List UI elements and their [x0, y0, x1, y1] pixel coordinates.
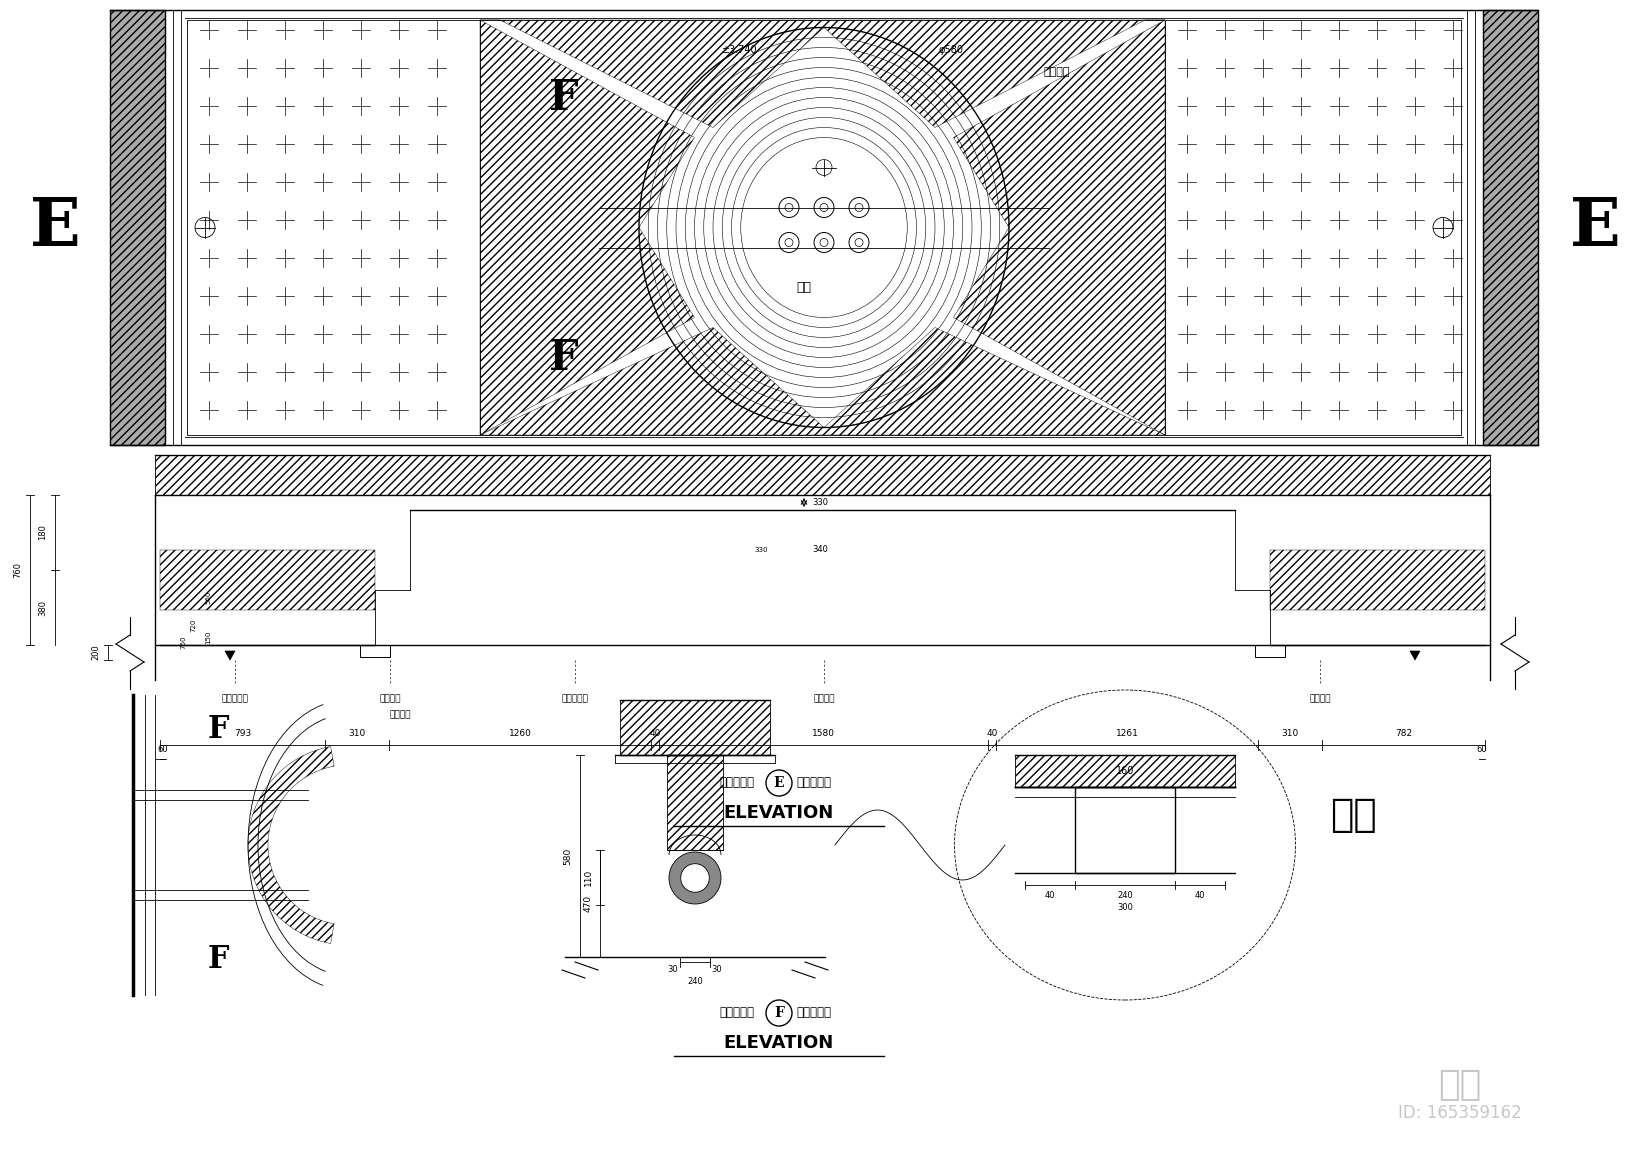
Text: F: F: [549, 337, 578, 379]
Circle shape: [1434, 218, 1454, 238]
Text: 1261: 1261: [1116, 729, 1139, 737]
Text: 150: 150: [204, 630, 211, 644]
Bar: [620, 700, 770, 755]
Text: E: E: [773, 776, 784, 790]
Bar: [110, 10, 165, 445]
Text: E: E: [1569, 195, 1620, 260]
Circle shape: [766, 770, 793, 796]
Ellipse shape: [658, 48, 990, 408]
Text: 负一层客厅: 负一层客厅: [719, 777, 755, 790]
Text: 大样: 大样: [1330, 796, 1376, 834]
Text: ELEVATION: ELEVATION: [723, 804, 834, 822]
Text: 200: 200: [92, 644, 101, 661]
Circle shape: [194, 218, 214, 238]
Wedge shape: [681, 863, 709, 892]
Text: 知末: 知末: [1439, 1068, 1482, 1102]
Text: 720: 720: [190, 619, 196, 631]
Bar: [1074, 788, 1175, 873]
Bar: [186, 20, 480, 435]
Circle shape: [766, 1000, 793, 1026]
Text: 40: 40: [1195, 891, 1205, 901]
Ellipse shape: [722, 118, 926, 338]
Text: 340: 340: [812, 545, 827, 555]
Ellipse shape: [732, 127, 916, 327]
Polygon shape: [226, 651, 236, 661]
Text: 30: 30: [712, 965, 722, 974]
Text: 310: 310: [348, 729, 366, 737]
Bar: [667, 755, 723, 850]
Ellipse shape: [714, 107, 934, 347]
Text: 330: 330: [755, 548, 768, 553]
Text: 石膏阴角线: 石膏阴角线: [562, 694, 588, 702]
Text: 470: 470: [583, 895, 593, 912]
Ellipse shape: [704, 98, 944, 358]
Text: F: F: [775, 1007, 784, 1021]
Text: 40: 40: [649, 729, 661, 737]
Text: ID: 165359162: ID: 165359162: [1398, 1104, 1521, 1122]
Text: 380: 380: [38, 600, 48, 615]
Text: 1260: 1260: [509, 729, 532, 737]
Bar: [1015, 755, 1234, 788]
Text: 240: 240: [687, 977, 704, 986]
Text: 40: 40: [1045, 891, 1055, 901]
Ellipse shape: [740, 137, 908, 318]
Bar: [160, 550, 376, 610]
Bar: [1165, 20, 1462, 435]
Bar: [1271, 550, 1485, 610]
Wedge shape: [669, 852, 720, 904]
Bar: [1256, 645, 1285, 657]
Text: 240: 240: [1117, 891, 1132, 901]
Text: F: F: [208, 945, 229, 975]
Text: 793: 793: [234, 729, 250, 737]
Text: ±3.740: ±3.740: [722, 45, 756, 55]
Text: 氟碳扫白: 氟碳扫白: [389, 709, 410, 719]
Ellipse shape: [954, 690, 1295, 1000]
Text: φ580: φ580: [939, 45, 964, 55]
Text: 30: 30: [667, 965, 679, 974]
Text: 40: 40: [986, 729, 997, 737]
Text: 假梁剖面图: 假梁剖面图: [796, 1007, 831, 1019]
Bar: [155, 456, 1490, 495]
Text: 金镜饰面: 金镜饰面: [812, 694, 836, 702]
Text: ELEVATION: ELEVATION: [723, 1035, 834, 1052]
Bar: [480, 20, 1165, 435]
Text: F: F: [208, 714, 229, 746]
Text: 金镜: 金镜: [796, 281, 811, 294]
Text: 560: 560: [204, 591, 211, 605]
Ellipse shape: [676, 68, 972, 388]
Ellipse shape: [648, 37, 1000, 417]
Text: E: E: [30, 195, 81, 260]
Text: 180: 180: [38, 524, 48, 541]
Text: 310: 310: [1282, 729, 1299, 737]
Text: 782: 782: [1396, 729, 1412, 737]
Text: 580: 580: [564, 847, 572, 864]
Ellipse shape: [694, 87, 954, 367]
Text: F: F: [549, 77, 578, 119]
Text: 110: 110: [583, 869, 593, 887]
Text: 330: 330: [812, 497, 827, 507]
Ellipse shape: [686, 78, 962, 377]
Text: 760: 760: [13, 562, 23, 578]
Bar: [359, 645, 391, 657]
Text: 60: 60: [158, 744, 168, 754]
Text: 负一层客厅: 负一层客厅: [719, 1007, 755, 1019]
Text: 墙纸饰面: 墙纸饰面: [379, 694, 400, 702]
Text: 假梁刷白: 假梁刷白: [1043, 68, 1071, 78]
Bar: [1483, 10, 1538, 445]
Text: 天棚剖面图: 天棚剖面图: [796, 777, 831, 790]
Text: 暗藏灯带: 暗藏灯带: [1309, 694, 1330, 702]
Text: 1580: 1580: [812, 729, 836, 737]
Ellipse shape: [639, 28, 1009, 428]
Ellipse shape: [667, 57, 981, 397]
Text: 760: 760: [180, 636, 186, 649]
Text: 300: 300: [1117, 903, 1132, 912]
Text: 60: 60: [1477, 744, 1486, 754]
Polygon shape: [1411, 651, 1421, 661]
Text: 石膏阴角线: 石膏阴角线: [221, 694, 249, 702]
Text: 160: 160: [1116, 767, 1134, 776]
